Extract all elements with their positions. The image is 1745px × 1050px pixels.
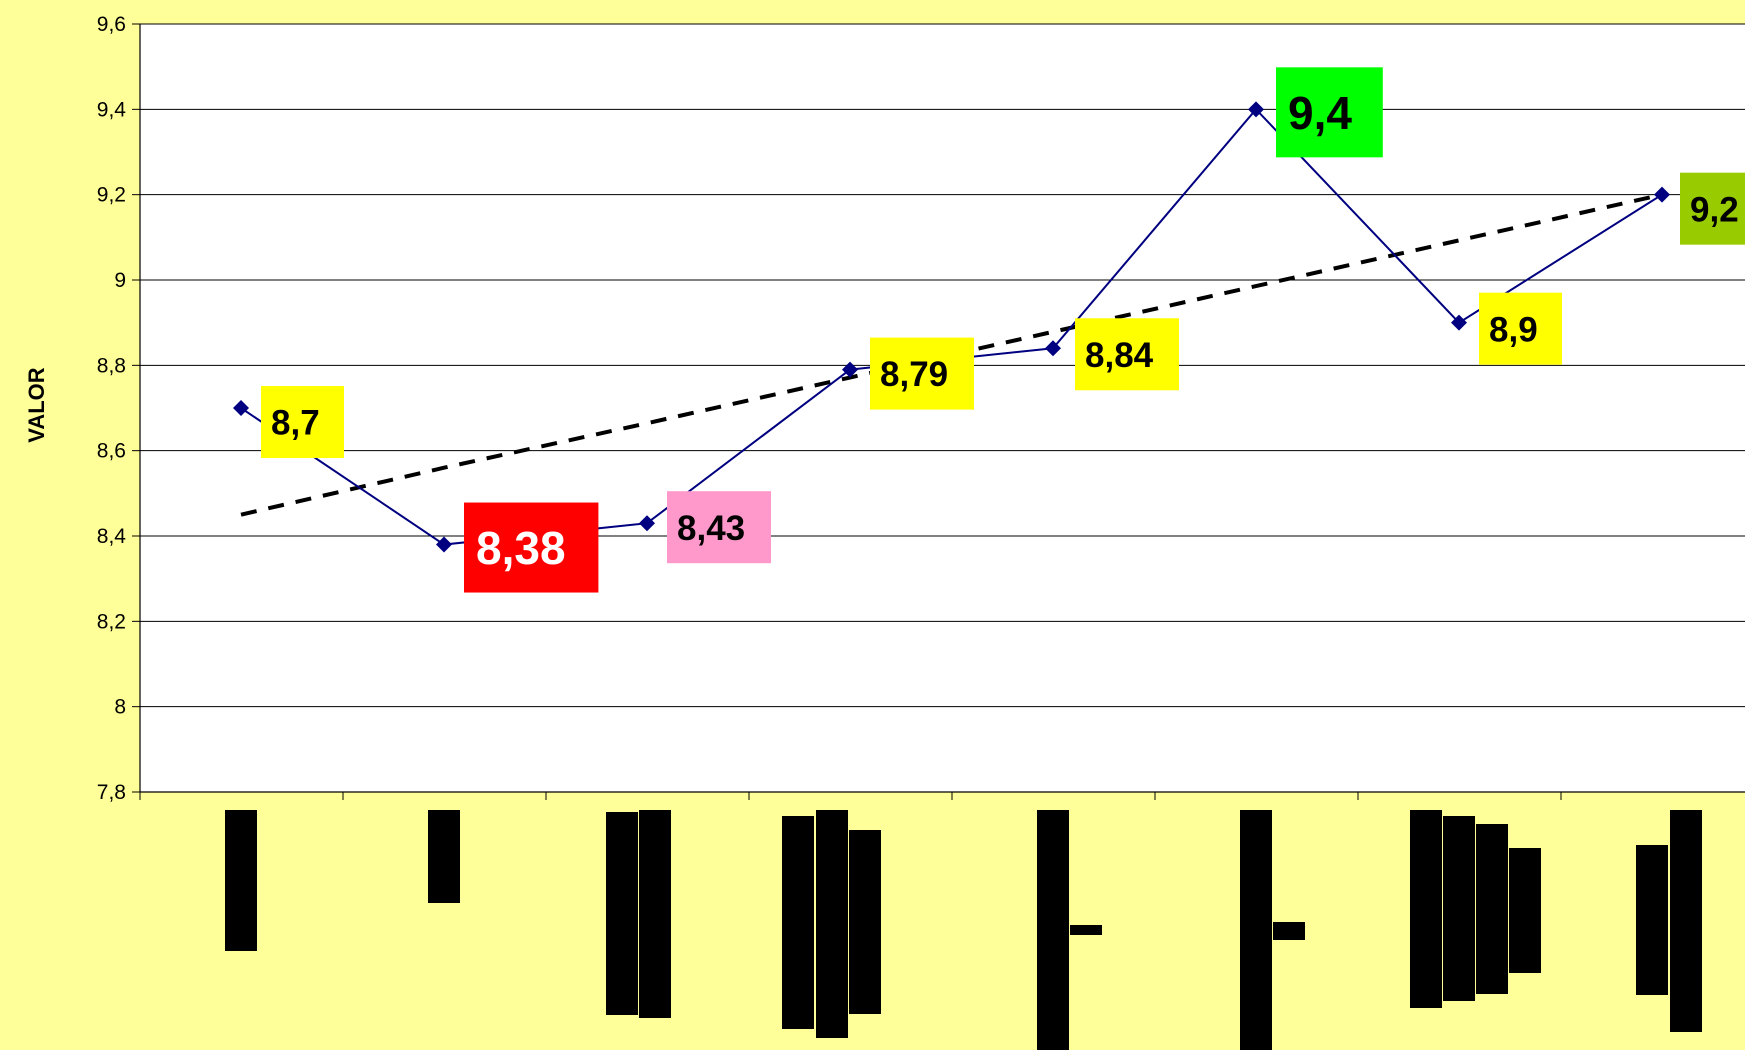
- data-label-text: 9,2: [1690, 190, 1739, 229]
- data-label-box: [1276, 67, 1383, 158]
- category-label: [1636, 810, 1702, 1032]
- data-point: [1654, 186, 1670, 203]
- y-tick-label: 9: [114, 269, 126, 292]
- y-tick-label: 9,6: [97, 13, 126, 36]
- data-label-box: [667, 491, 771, 564]
- category-label-glyph: [225, 810, 257, 951]
- y-tick-label: 9,2: [97, 184, 126, 207]
- data-label-box: [1075, 318, 1179, 391]
- y-axis-tick-labels: 7,8 8 8,2 8,4 8,6 8,8 9 9,2 9,4 9,6: [97, 13, 127, 804]
- data-label-text: 8,38: [476, 522, 566, 574]
- category-label-glyph: [1636, 845, 1668, 995]
- category-label-glyph: [849, 830, 881, 1014]
- y-axis-label: VALOR: [24, 367, 49, 442]
- category-label-glyph: [428, 810, 460, 903]
- x-axis-category-labels: [225, 810, 1702, 1050]
- category-label-glyph: [1037, 810, 1069, 1050]
- data-label: 8,84: [1075, 318, 1179, 391]
- category-label-glyph: [1509, 848, 1541, 973]
- category-label-glyph: [816, 810, 848, 1038]
- data-label-box: [870, 337, 974, 410]
- data-label: 8,9: [1479, 292, 1562, 365]
- category-label-glyph: [1410, 810, 1442, 1008]
- data-point: [842, 361, 858, 378]
- category-label: [606, 810, 671, 1018]
- category-label: [1410, 810, 1541, 1008]
- data-label: 8,43: [667, 491, 771, 564]
- gridlines: [140, 23, 1745, 708]
- data-label: 9,4: [1276, 67, 1383, 158]
- category-label-glyph: [1476, 824, 1508, 994]
- axes: [132, 23, 1745, 800]
- data-label-box: [464, 502, 599, 593]
- category-label-glyph: [1443, 816, 1475, 1001]
- category-label: [428, 810, 460, 903]
- category-label-glyph: [1273, 922, 1305, 940]
- category-label-glyph: [639, 810, 671, 1018]
- data-point: [639, 515, 655, 532]
- data-label-box: [261, 386, 344, 458]
- data-point: [1045, 340, 1061, 357]
- category-label-glyph: [788, 915, 792, 919]
- y-tick-label: 8,6: [97, 440, 126, 463]
- y-tick-label: 7,8: [97, 781, 126, 804]
- data-label-text: 8,9: [1489, 310, 1538, 349]
- data-label-text: 8,84: [1085, 336, 1154, 375]
- category-label: [1037, 810, 1102, 1050]
- category-label-glyph: [606, 812, 638, 1015]
- category-label-glyph: [1670, 810, 1702, 1032]
- data-point: [1451, 314, 1467, 331]
- data-point: [1248, 101, 1264, 118]
- data-label-box: [1680, 172, 1745, 245]
- data-point: [436, 536, 452, 553]
- y-tick-label: 9,4: [97, 98, 127, 121]
- data-label: 8,7: [261, 386, 344, 458]
- y-tick-label: 8,4: [97, 525, 127, 548]
- category-label-glyph: [1240, 810, 1272, 1050]
- data-label: 8,38: [464, 502, 599, 593]
- category-label: [782, 810, 881, 1038]
- category-label-glyph: [782, 816, 814, 1029]
- category-label: [1240, 810, 1305, 1050]
- data-label-box: [1479, 292, 1562, 365]
- category-label-glyph: [1070, 925, 1102, 935]
- y-tick-label: 8,2: [97, 610, 126, 633]
- data-label-text: 8,7: [271, 404, 320, 443]
- series-markers: [233, 101, 1670, 553]
- category-label: [225, 810, 257, 951]
- data-point: [233, 400, 249, 416]
- data-label: 8,79: [870, 337, 974, 410]
- data-label: 9,2: [1680, 172, 1745, 245]
- y-tick-label: 8: [114, 696, 126, 719]
- data-label-text: 8,79: [880, 355, 948, 394]
- y-tick-label: 8,8: [97, 354, 126, 377]
- data-label-text: 8,43: [677, 509, 745, 548]
- data-label-text: 9,4: [1288, 87, 1352, 139]
- data-labels: 8,7 8,38 8,43 8,79 8,84 9,4 8,9 9,2: [261, 67, 1745, 593]
